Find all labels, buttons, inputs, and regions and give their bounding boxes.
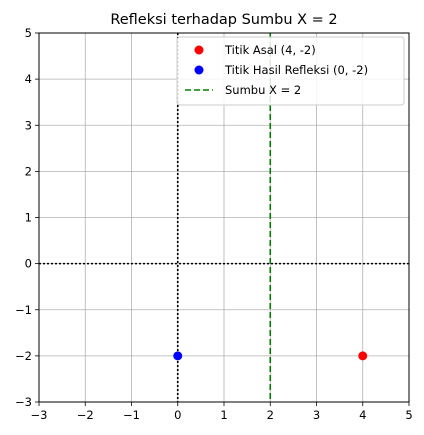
legend: Titik Asal (4, -2) Titik Hasil Refleksi (… — [176, 36, 405, 106]
x-tick-label-1: −2 — [77, 408, 94, 422]
legend-label-0: Titik Asal (4, -2) — [224, 43, 316, 57]
y-tick-label-2: −1 — [15, 303, 32, 317]
legend-label-1: Titik Hasil Refleksi (0, -2) — [224, 63, 368, 77]
x-tick-label-4: 1 — [220, 408, 227, 422]
x-tick-label-3: 0 — [174, 408, 181, 422]
data-point-1 — [173, 351, 183, 361]
legend-swatch-marker-0 — [194, 45, 204, 55]
x-tick-label-6: 3 — [313, 408, 320, 422]
y-tick-label-0: −3 — [15, 395, 32, 409]
y-tick-label-6: 3 — [25, 118, 32, 132]
y-tick-label-5: 2 — [25, 164, 32, 178]
x-tick-label-8: 5 — [405, 408, 412, 422]
y-tick-label-3: 0 — [25, 257, 32, 271]
chart-title: Refleksi terhadap Sumbu X = 2 — [110, 12, 337, 28]
series-layer — [173, 33, 368, 402]
x-tick-label-2: −1 — [123, 408, 140, 422]
x-tick-label-0: −3 — [31, 408, 48, 422]
x-tick-label-5: 2 — [267, 408, 274, 422]
y-tick-label-1: −2 — [15, 349, 32, 363]
y-tick-label-8: 5 — [25, 26, 32, 40]
x-tick-label-7: 4 — [359, 408, 366, 422]
legend-box — [176, 36, 405, 106]
y-tick-label-7: 4 — [25, 72, 32, 86]
legend-swatch-marker-1 — [194, 65, 204, 75]
axis-ticks: −3 −2 −1 0 1 2 3 4 5 −3 −2 −1 0 1 2 3 4 5 — [15, 26, 413, 422]
y-tick-label-4: 1 — [25, 211, 32, 225]
data-point-0 — [358, 351, 368, 361]
legend-label-2: Sumbu X = 2 — [225, 83, 301, 97]
